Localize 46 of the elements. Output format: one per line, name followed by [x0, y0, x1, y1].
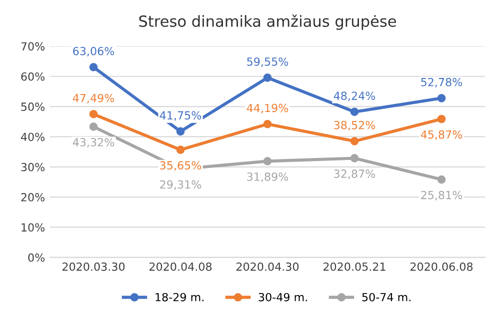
point: [350, 108, 359, 116]
data-label: 31,89%: [247, 172, 288, 182]
data-label: 29,31%: [160, 180, 202, 190]
data-label: 45,87%: [420, 130, 462, 140]
point: [350, 137, 359, 146]
data-label: 41,75%: [160, 111, 202, 121]
x-tick-label: 2020.04.08: [150, 262, 212, 271]
y-tick-label: 50%: [21, 102, 45, 111]
x-tick-label: 2020.06.08: [410, 262, 473, 271]
y-tick-label: 10%: [22, 223, 45, 232]
data-label: 44,19%: [246, 104, 288, 114]
point: [437, 94, 446, 102]
x-tick-label: 2020.03.30: [62, 262, 125, 271]
legend-label: 18-29 m.: [156, 292, 204, 302]
point: [263, 74, 272, 82]
data-label: 52,78%: [421, 78, 462, 88]
data-label: 59,55%: [247, 57, 288, 67]
x-tick-label: 2020.05.21: [324, 262, 386, 271]
legend-label: 30-49 m.: [258, 292, 307, 302]
x-tick-label: 2020.04.30: [236, 262, 299, 271]
point: [437, 175, 446, 184]
data-label: 48,24%: [334, 92, 376, 102]
data-label: 43,32%: [72, 138, 114, 148]
y-tick-label: 20%: [21, 193, 45, 202]
point: [176, 146, 185, 154]
data-label: 32,87%: [334, 170, 376, 180]
data-label: 47,49%: [72, 94, 114, 104]
point: [350, 154, 359, 162]
data-label: 38,52%: [334, 120, 376, 130]
point: [89, 122, 98, 131]
point: [263, 120, 272, 128]
data-label: 25,81%: [421, 190, 462, 200]
point: [263, 157, 272, 166]
chart-title: Streso dinamika amžiaus grupėse: [139, 14, 396, 30]
y-tick-label: 30%: [21, 162, 45, 172]
y-tick-label: 0%: [28, 253, 45, 262]
legend-label: 50-74 m.: [362, 292, 410, 302]
point: [437, 114, 446, 124]
point: [89, 62, 98, 72]
point: [89, 110, 98, 118]
y-tick-label: 70%: [21, 42, 45, 51]
data-label: 35,65%: [160, 161, 202, 171]
data-label: 63,06%: [73, 46, 114, 56]
point: [176, 127, 185, 136]
y-tick-label: 40%: [20, 132, 45, 142]
y-tick-label: 60%: [21, 72, 45, 81]
